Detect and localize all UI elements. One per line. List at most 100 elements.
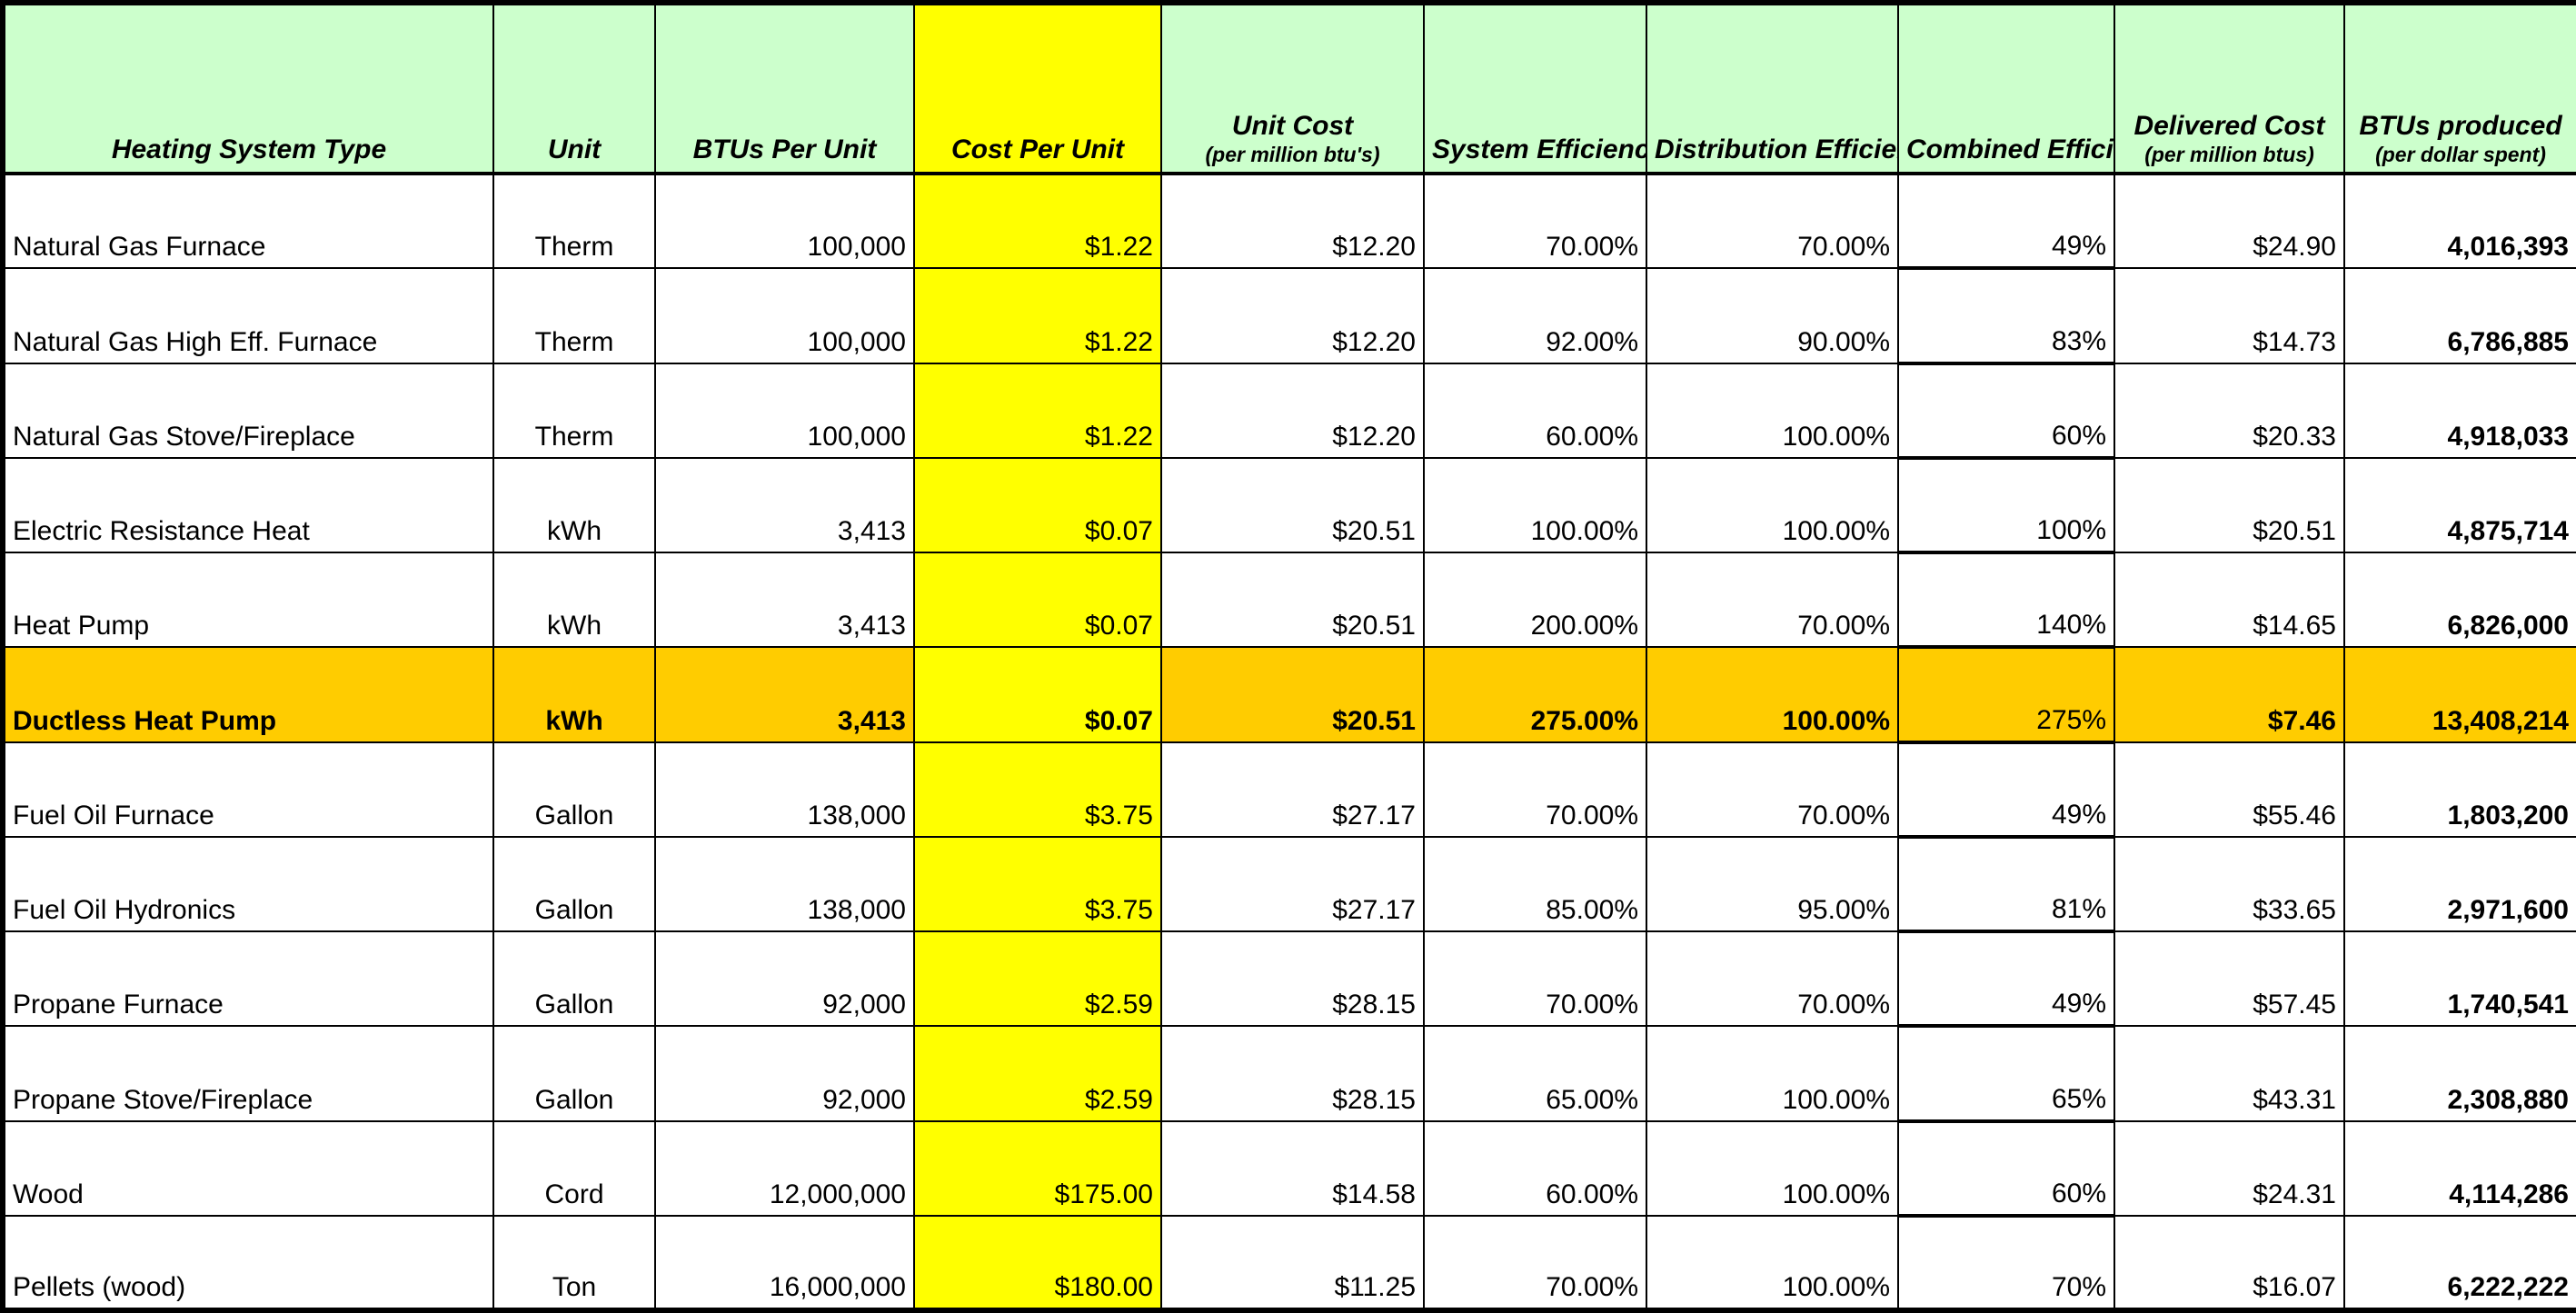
cell-system-efficiency[interactable]: 70.00% xyxy=(1423,741,1647,838)
table-row[interactable]: Heat Pump kWh 3,413 $0.07 $20.51 200.00% 70.00… xyxy=(0,551,2576,650)
cell-cost-per-unit[interactable]: $3.75 xyxy=(913,835,1162,933)
cell-combined-efficiency[interactable]: 81% xyxy=(1897,835,2115,934)
col-header-delivered-cost[interactable]: Delivered Cost (per million btus) xyxy=(2114,0,2345,175)
cell-distribution-efficiency[interactable]: 100.00% xyxy=(1646,456,1899,554)
cell-btus-per-unit[interactable]: 3,413 xyxy=(654,646,915,743)
cell-cost-per-unit[interactable]: $0.07 xyxy=(913,456,1162,554)
cell-combined-efficiency[interactable]: 275% xyxy=(1897,646,2115,744)
cell-system-efficiency[interactable]: 70.00% xyxy=(1423,172,1647,270)
cell-btus-per-unit[interactable]: 12,000,000 xyxy=(654,1119,915,1217)
cell-cost-per-unit[interactable]: $175.00 xyxy=(913,1119,1162,1217)
cell-combined-efficiency[interactable]: 140% xyxy=(1897,551,2115,650)
cell-btus-per-unit[interactable]: 92,000 xyxy=(654,1025,915,1122)
cell-distribution-efficiency[interactable]: 70.00% xyxy=(1646,741,1899,838)
cell-combined-efficiency[interactable]: 70% xyxy=(1897,1214,2115,1313)
table-row[interactable]: Fuel Oil Furnace Gallon 138,000 $3.75 $27.17… xyxy=(0,741,2576,839)
cell-btus-per-unit[interactable]: 3,413 xyxy=(654,551,915,649)
cell-cost-per-unit[interactable]: $1.22 xyxy=(913,172,1162,270)
cell-btus-per-dollar[interactable]: 2,971,600 xyxy=(2343,835,2576,933)
cell-system-efficiency[interactable]: 60.00% xyxy=(1423,362,1647,459)
table-row[interactable]: Fuel Oil Hydronics Gallon 138,000 $3.75 $27.… xyxy=(0,835,2576,934)
cell-distribution-efficiency[interactable]: 70.00% xyxy=(1646,551,1899,649)
cell-cost-per-unit[interactable]: $1.22 xyxy=(913,267,1162,364)
cell-combined-efficiency[interactable]: 60% xyxy=(1897,1119,2115,1218)
cell-heating-system-type[interactable]: Pellets (wood) xyxy=(0,1214,494,1313)
cell-heating-system-type[interactable]: Fuel Oil Hydronics xyxy=(0,835,494,933)
cell-delivered-cost[interactable]: $20.33 xyxy=(2114,362,2345,459)
cell-unit-cost[interactable]: $12.20 xyxy=(1160,172,1425,270)
cell-delivered-cost[interactable]: $24.90 xyxy=(2114,172,2345,270)
cell-combined-efficiency[interactable]: 65% xyxy=(1897,1025,2115,1123)
cell-heating-system-type[interactable]: Natural Gas Furnace xyxy=(0,172,494,270)
cell-unit[interactable]: kWh xyxy=(492,646,656,743)
cell-combined-efficiency[interactable]: 49% xyxy=(1897,172,2115,271)
cell-unit-cost[interactable]: $12.20 xyxy=(1160,362,1425,459)
cell-combined-efficiency[interactable]: 60% xyxy=(1897,362,2115,460)
table-row[interactable]: Wood Cord 12,000,000 $175.00 $14.58 60.00% 100… xyxy=(0,1119,2576,1218)
cell-btus-per-unit[interactable]: 100,000 xyxy=(654,362,915,459)
cell-heating-system-type[interactable]: Natural Gas High Eff. Furnace xyxy=(0,267,494,364)
col-header-btus-per-unit[interactable]: BTUs Per Unit xyxy=(654,0,915,175)
table-row[interactable]: Natural Gas Furnace Therm 100,000 $1.22 $12.… xyxy=(0,172,2576,271)
cell-distribution-efficiency[interactable]: 90.00% xyxy=(1646,267,1899,364)
cell-delivered-cost[interactable]: $43.31 xyxy=(2114,1025,2345,1122)
cell-unit[interactable]: kWh xyxy=(492,456,656,554)
cell-unit-cost[interactable]: $20.51 xyxy=(1160,456,1425,554)
cell-delivered-cost[interactable]: $16.07 xyxy=(2114,1214,2345,1313)
cell-delivered-cost[interactable]: $14.65 xyxy=(2114,551,2345,649)
cell-unit[interactable]: Ton xyxy=(492,1214,656,1313)
cell-distribution-efficiency[interactable]: 100.00% xyxy=(1646,362,1899,459)
cell-unit[interactable]: Cord xyxy=(492,1119,656,1217)
cell-btus-per-dollar[interactable]: 6,222,222 xyxy=(2343,1214,2576,1313)
cell-combined-efficiency[interactable]: 49% xyxy=(1897,741,2115,839)
cell-cost-per-unit[interactable]: $2.59 xyxy=(913,1025,1162,1122)
cell-distribution-efficiency[interactable]: 100.00% xyxy=(1646,1119,1899,1217)
cell-distribution-efficiency[interactable]: 95.00% xyxy=(1646,835,1899,933)
table-row[interactable]: Electric Resistance Heat kWh 3,413 $0.07 $20… xyxy=(0,456,2576,555)
cell-btus-per-unit[interactable]: 100,000 xyxy=(654,172,915,270)
cell-combined-efficiency[interactable]: 49% xyxy=(1897,930,2115,1029)
cell-delivered-cost[interactable]: $7.46 xyxy=(2114,646,2345,743)
cell-system-efficiency[interactable]: 92.00% xyxy=(1423,267,1647,364)
table-row[interactable]: Ductless Heat Pump kWh 3,413 $0.07 $20.51 275… xyxy=(0,646,2576,744)
cell-heating-system-type[interactable]: Propane Stove/Fireplace xyxy=(0,1025,494,1122)
col-header-type[interactable]: Heating System Type xyxy=(0,0,494,175)
cell-heating-system-type[interactable]: Fuel Oil Furnace xyxy=(0,741,494,838)
cell-system-efficiency[interactable]: 70.00% xyxy=(1423,1214,1647,1313)
cell-unit-cost[interactable]: $20.51 xyxy=(1160,646,1425,743)
cell-unit-cost[interactable]: $28.15 xyxy=(1160,1025,1425,1122)
cell-unit-cost[interactable]: $14.58 xyxy=(1160,1119,1425,1217)
cell-unit[interactable]: kWh xyxy=(492,551,656,649)
cell-distribution-efficiency[interactable]: 70.00% xyxy=(1646,172,1899,270)
cell-btus-per-dollar[interactable]: 6,786,885 xyxy=(2343,267,2576,364)
cell-cost-per-unit[interactable]: $180.00 xyxy=(913,1214,1162,1313)
cell-delivered-cost[interactable]: $24.31 xyxy=(2114,1119,2345,1217)
col-header-unit[interactable]: Unit xyxy=(492,0,656,175)
cell-delivered-cost[interactable]: $14.73 xyxy=(2114,267,2345,364)
cell-heating-system-type[interactable]: Natural Gas Stove/Fireplace xyxy=(0,362,494,459)
col-header-combined-efficiency[interactable]: Combined Efficiency xyxy=(1897,0,2115,175)
cell-combined-efficiency[interactable]: 100% xyxy=(1897,456,2115,555)
col-header-btus-produced[interactable]: BTUs produced (per dollar spent) xyxy=(2343,0,2576,175)
cell-delivered-cost[interactable]: $20.51 xyxy=(2114,456,2345,554)
cell-btus-per-dollar[interactable]: 1,740,541 xyxy=(2343,930,2576,1028)
cell-btus-per-dollar[interactable]: 4,114,286 xyxy=(2343,1119,2576,1217)
cell-cost-per-unit[interactable]: $1.22 xyxy=(913,362,1162,459)
col-header-distribution-efficiency[interactable]: Distribution Efficiency xyxy=(1646,0,1899,175)
cell-heating-system-type[interactable]: Propane Furnace xyxy=(0,930,494,1028)
cell-btus-per-unit[interactable]: 3,413 xyxy=(654,456,915,554)
cell-btus-per-unit[interactable]: 92,000 xyxy=(654,930,915,1028)
cell-btus-per-dollar[interactable]: 1,803,200 xyxy=(2343,741,2576,838)
cell-unit-cost[interactable]: $12.20 xyxy=(1160,267,1425,364)
cell-system-efficiency[interactable]: 65.00% xyxy=(1423,1025,1647,1122)
cell-unit-cost[interactable]: $20.51 xyxy=(1160,551,1425,649)
cell-btus-per-unit[interactable]: 138,000 xyxy=(654,835,915,933)
cell-heating-system-type[interactable]: Electric Resistance Heat xyxy=(0,456,494,554)
cell-unit[interactable]: Gallon xyxy=(492,741,656,838)
cell-btus-per-dollar[interactable]: 4,875,714 xyxy=(2343,456,2576,554)
cell-btus-per-dollar[interactable]: 6,826,000 xyxy=(2343,551,2576,649)
cell-unit[interactable]: Therm xyxy=(492,362,656,459)
cell-system-efficiency[interactable]: 60.00% xyxy=(1423,1119,1647,1217)
cell-btus-per-unit[interactable]: 100,000 xyxy=(654,267,915,364)
cell-cost-per-unit[interactable]: $2.59 xyxy=(913,930,1162,1028)
